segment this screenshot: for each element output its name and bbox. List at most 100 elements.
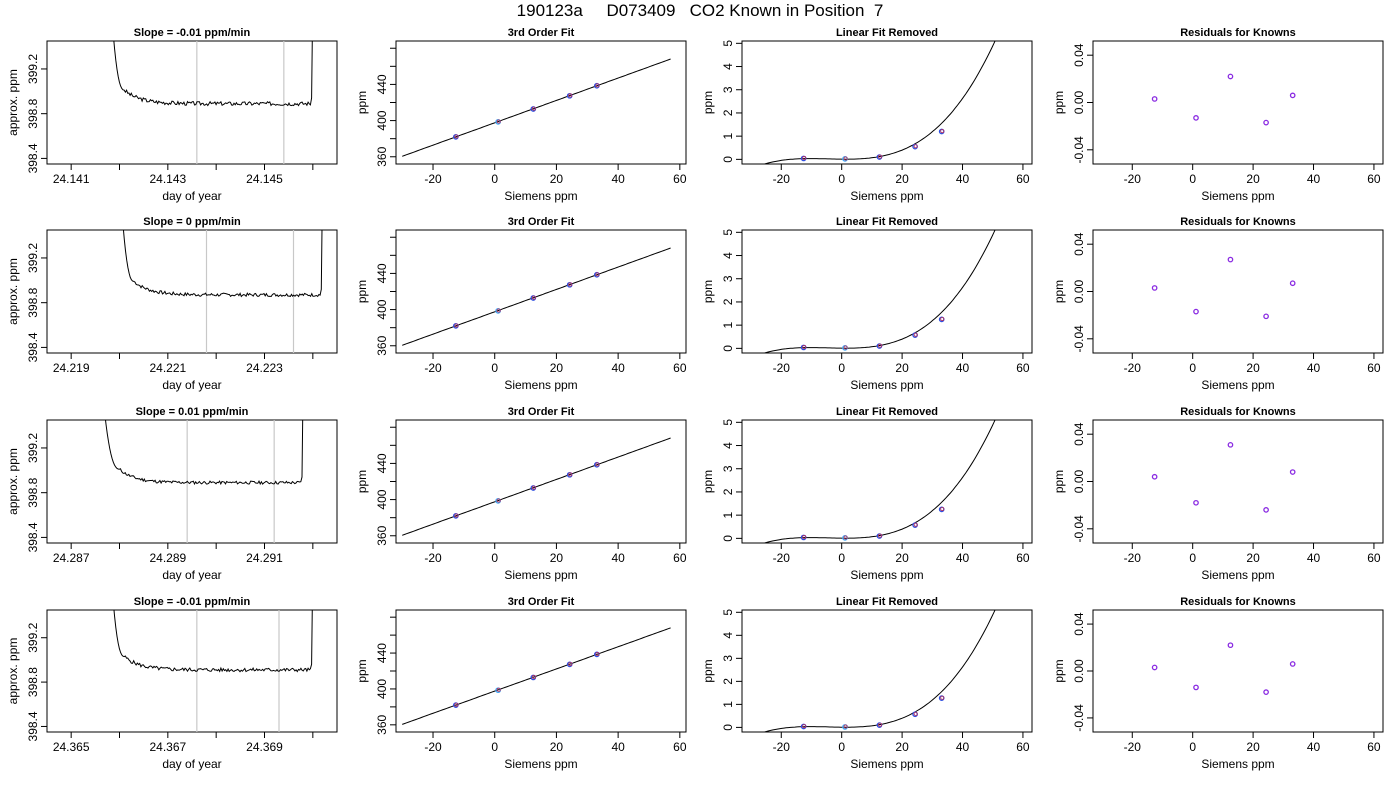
chart-panel: 3rd Order Fit -20 0 20 40 60 Siemens ppm 360 400… bbox=[355, 216, 687, 392]
x-tick-label: -20 bbox=[773, 551, 791, 565]
y-tick-label: 398.4 bbox=[26, 332, 40, 362]
data-point bbox=[1193, 684, 1199, 691]
fit-curve bbox=[402, 437, 671, 536]
x-tick-label: 24.289 bbox=[149, 551, 186, 565]
x-tick-label: 60 bbox=[673, 740, 687, 754]
x-axis-label: day of year bbox=[162, 189, 221, 203]
data-trace bbox=[105, 420, 304, 486]
plot-frame bbox=[46, 229, 338, 354]
y-tick-label: 0.00 bbox=[1072, 90, 1086, 114]
chart-panel: Residuals for Knowns -20 0 20 40 60 Siemens pp… bbox=[1052, 596, 1384, 771]
x-tick-label: 40 bbox=[956, 551, 970, 565]
fit-curve bbox=[762, 230, 996, 353]
y-tick-label: 1 bbox=[721, 321, 735, 328]
data-point-overlay bbox=[802, 724, 807, 729]
data-point bbox=[1289, 469, 1296, 475]
x-axis-label: Siemens ppm bbox=[1201, 378, 1274, 392]
data-point-overlay bbox=[913, 522, 918, 527]
y-tick-label: -0.04 bbox=[1072, 704, 1086, 732]
x-tick-label: -20 bbox=[1124, 361, 1142, 375]
data-point-overlay bbox=[843, 724, 848, 729]
y-tick-label: 360 bbox=[375, 525, 389, 545]
data-point bbox=[1289, 92, 1296, 99]
chart-panel: Residuals for Knowns -20 0 20 40 60 Siemens pp… bbox=[1052, 216, 1384, 392]
fit-curve bbox=[762, 610, 996, 732]
chart-panel: Linear Fit Removed -20 0 20 40 60 Siemens ppm 0… bbox=[701, 596, 1033, 771]
data-point-overlay bbox=[496, 119, 501, 124]
data-point-overlay bbox=[802, 535, 807, 540]
panel-title: 3rd Order Fit bbox=[508, 406, 575, 418]
x-tick-label: 60 bbox=[1016, 740, 1030, 754]
x-tick-label: -20 bbox=[1124, 172, 1142, 186]
plot-frame bbox=[1092, 40, 1384, 165]
x-tick-label: 20 bbox=[1246, 172, 1260, 186]
panel-title: Linear Fit Removed bbox=[836, 27, 938, 39]
y-axis-label: ppm bbox=[1052, 280, 1066, 303]
panel-title: Residuals for Knowns bbox=[1180, 596, 1296, 608]
x-tick-label: 20 bbox=[895, 172, 909, 186]
x-tick-label: 0 bbox=[838, 551, 845, 565]
data-point bbox=[1227, 642, 1234, 649]
y-axis-label: ppm bbox=[701, 659, 715, 682]
y-tick-label: 0.00 bbox=[1072, 469, 1086, 493]
panel-title: Slope = 0 ppm/min bbox=[143, 216, 241, 228]
y-tick-label: 3 bbox=[721, 465, 735, 472]
y-axis-label: ppm bbox=[355, 659, 369, 682]
plot-frame bbox=[46, 609, 338, 733]
x-tick-label: -20 bbox=[773, 740, 791, 754]
y-axis-label: ppm bbox=[355, 470, 369, 493]
fit-curve bbox=[762, 420, 996, 543]
x-tick-label: 20 bbox=[1246, 740, 1260, 754]
x-tick-label: -20 bbox=[1124, 740, 1142, 754]
panel-title: Slope = -0.01 ppm/min bbox=[134, 596, 251, 608]
data-point-overlay bbox=[531, 485, 536, 490]
chart-panel: Slope = 0.01 ppm/min 24.287 24.289 24.291 da… bbox=[6, 406, 338, 582]
data-point-overlay bbox=[568, 93, 573, 98]
y-tick-label: 360 bbox=[375, 714, 389, 734]
x-axis-label: Siemens ppm bbox=[504, 378, 577, 392]
y-tick-label: 360 bbox=[375, 335, 389, 355]
fit-curve bbox=[402, 247, 671, 346]
x-tick-label: 24.367 bbox=[149, 740, 186, 754]
y-tick-label: 1 bbox=[721, 132, 735, 139]
data-point bbox=[1151, 285, 1158, 291]
data-point-overlay bbox=[878, 722, 883, 727]
x-tick-label: 24.365 bbox=[53, 740, 90, 754]
plot-frame bbox=[395, 609, 687, 733]
y-tick-label: 398.4 bbox=[26, 522, 40, 552]
panel-title: Residuals for Knowns bbox=[1180, 27, 1296, 39]
data-point bbox=[1263, 119, 1269, 126]
panel-title: Slope = 0.01 ppm/min bbox=[136, 406, 249, 418]
data-point-overlay bbox=[940, 506, 945, 511]
x-tick-label: 24.291 bbox=[246, 551, 283, 565]
x-tick-label: 60 bbox=[1016, 361, 1030, 375]
x-tick-label: 40 bbox=[611, 551, 625, 565]
x-axis-label: Siemens ppm bbox=[504, 568, 577, 582]
data-point-overlay bbox=[568, 472, 573, 477]
x-tick-label: -20 bbox=[773, 172, 791, 186]
y-tick-label: 399.2 bbox=[26, 54, 40, 84]
chart-panel: Linear Fit Removed -20 0 20 40 60 Siemens ppm 0… bbox=[701, 27, 1033, 203]
data-point bbox=[1151, 473, 1158, 480]
panel-title: 3rd Order Fit bbox=[508, 596, 575, 608]
y-tick-label: 398.8 bbox=[26, 667, 40, 697]
x-tick-label: 20 bbox=[1246, 361, 1260, 375]
data-point-overlay bbox=[531, 106, 536, 111]
x-tick-label: 60 bbox=[1367, 740, 1381, 754]
x-tick-label: 24.369 bbox=[246, 740, 283, 754]
x-tick-label: -20 bbox=[424, 172, 442, 186]
data-point-overlay bbox=[802, 156, 807, 161]
data-point-overlay bbox=[843, 156, 848, 161]
panel-title: Slope = -0.01 ppm/min bbox=[134, 27, 251, 39]
x-tick-label: 20 bbox=[895, 740, 909, 754]
y-tick-label: 398.8 bbox=[26, 98, 40, 128]
y-tick-label: 440 bbox=[375, 74, 389, 94]
data-point-overlay bbox=[595, 272, 600, 277]
plot-frame bbox=[46, 419, 338, 544]
x-tick-label: 40 bbox=[1307, 172, 1321, 186]
data-point bbox=[1193, 115, 1199, 121]
data-point bbox=[1151, 664, 1158, 671]
x-tick-label: 24.143 bbox=[149, 172, 186, 186]
y-tick-label: 5 bbox=[721, 419, 735, 426]
